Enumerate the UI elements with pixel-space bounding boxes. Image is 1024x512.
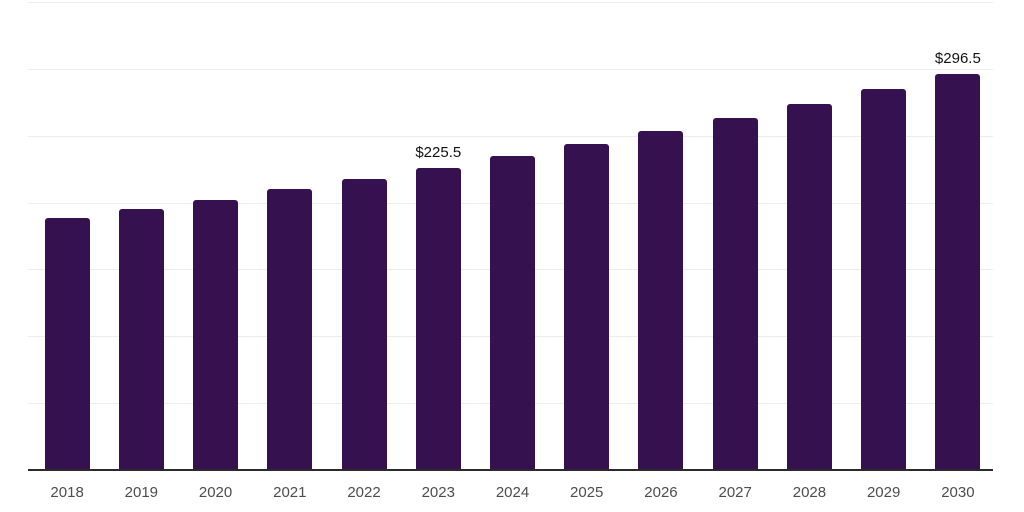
x-tick-2021: 2021	[273, 484, 307, 501]
x-tick-2022: 2022	[347, 484, 381, 501]
bar-2024	[490, 156, 535, 470]
gridline-300	[28, 68, 993, 70]
bar-2019	[118, 208, 164, 470]
value-label-2023: $225.5	[415, 144, 462, 162]
bar-2022	[341, 179, 387, 470]
x-tick-2028: 2028	[792, 484, 827, 501]
value-label-2030: $296.5	[934, 49, 981, 67]
x-axis-line	[28, 469, 993, 471]
x-tick-2019: 2019	[124, 484, 159, 501]
bar-2020	[193, 199, 239, 470]
x-tick-2027: 2027	[718, 484, 752, 501]
bar-2025	[564, 144, 610, 470]
x-tick-2018: 2018	[50, 484, 84, 501]
x-tick-2025: 2025	[570, 484, 604, 501]
bar-2029	[861, 88, 907, 470]
bar-2018	[44, 218, 90, 470]
bar-2021	[267, 189, 313, 470]
bar-2028	[786, 103, 832, 470]
x-tick-2030: 2030	[941, 484, 975, 501]
gridline-250	[28, 135, 993, 137]
x-tick-2023: 2023	[421, 484, 455, 501]
x-tick-2020: 2020	[198, 484, 233, 501]
x-tick-2024: 2024	[495, 484, 530, 501]
x-tick-2026: 2026	[644, 484, 678, 501]
gridline-350	[28, 2, 993, 3]
bar-2023	[415, 168, 461, 470]
bar-2030	[935, 73, 981, 470]
bar-2026	[638, 131, 684, 470]
bar-2027	[712, 117, 758, 470]
x-tick-2029: 2029	[866, 484, 901, 501]
